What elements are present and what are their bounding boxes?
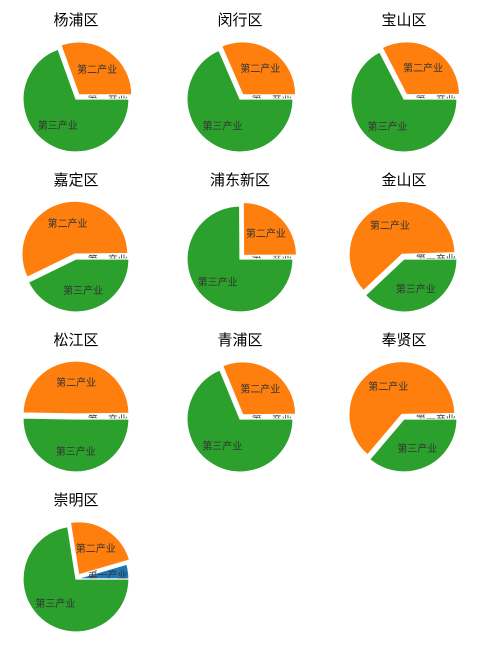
pie-slice-2: [348, 360, 456, 456]
pie-6: 金山区第一产业第二产业第三产业: [348, 171, 458, 313]
slice-label: 第二产业: [246, 227, 286, 240]
slice-label: 第二产业: [56, 376, 96, 389]
pie-slice-3: [186, 369, 294, 473]
slice-label: 第三产业: [397, 442, 437, 455]
pie-slice-3: [22, 417, 130, 473]
slice-label: 第二产业: [240, 382, 280, 395]
slice-label: 第三产业: [63, 284, 103, 297]
pie-9: 奉贤区第一产业第二产业第三产业: [348, 331, 458, 473]
pie-slice-2: [348, 200, 456, 292]
pie-slice-2: [22, 360, 130, 415]
slice-label: 第二产业: [76, 542, 116, 555]
pie-slice-2: [21, 200, 129, 279]
pie-title: 杨浦区: [53, 11, 98, 29]
slice-label: 第二产业: [403, 62, 443, 75]
slice-label: 第三产业: [56, 445, 96, 458]
pie-title: 青浦区: [217, 331, 262, 349]
pie-1: 杨浦区第一产业第二产业第三产业: [22, 11, 133, 153]
pie-title: 松江区: [53, 331, 98, 349]
slice-label: 第三产业: [35, 597, 75, 610]
pie-slice-3: [27, 258, 130, 313]
slice-label: 第二产业: [77, 63, 117, 76]
pie-slice-2: [60, 41, 133, 96]
pie-slice-3: [368, 418, 458, 473]
pie-slice-2: [242, 201, 298, 257]
pie-slice-3: [350, 51, 458, 153]
slice-label: 第二产业: [48, 217, 88, 230]
pie-title: 奉贤区: [381, 331, 426, 349]
pie-slice-3: [22, 525, 130, 633]
pie-title: 崇明区: [53, 491, 98, 509]
pie-3: 宝山区第一产业第二产业第三产业: [350, 11, 461, 153]
pie-7: 松江区第一产业第二产业第三产业: [22, 331, 130, 473]
slice-label: 第三产业: [367, 120, 407, 133]
pie-4: 嘉定区第一产业第二产业第三产业: [21, 171, 130, 313]
slice-label: 第三产业: [198, 276, 238, 289]
slice-label: 第三产业: [38, 119, 78, 132]
pie-slice-2: [220, 41, 297, 96]
slice-label: 第三产业: [396, 283, 436, 296]
slice-label: 第三产业: [203, 120, 243, 133]
pie-2: 闵行区第一产业第二产业第三产业: [186, 11, 297, 153]
slice-label: 第二产业: [370, 219, 410, 232]
slice-label: 第二产业: [368, 380, 408, 393]
slice-label: 第三产业: [202, 439, 242, 452]
pie-8: 青浦区第一产业第二产业第三产业: [186, 331, 297, 473]
pie-5: 浦东新区第一产业第二产业第三产业: [186, 171, 298, 313]
pie-slice-3: [186, 205, 294, 313]
pie-title: 金山区: [381, 171, 426, 189]
pie-slice-3: [186, 49, 294, 153]
pie-slice-2: [381, 41, 461, 96]
pie-title: 浦东新区: [210, 171, 270, 189]
pie-slice-3: [22, 48, 130, 153]
pie-title: 闵行区: [217, 11, 262, 29]
pie-slice-2: [69, 521, 131, 576]
slice-label: 第二产业: [240, 62, 280, 75]
pie-title: 嘉定区: [53, 171, 98, 189]
pie-title: 宝山区: [381, 11, 426, 29]
pie-slice-2: [221, 361, 297, 416]
slice-label: 第一产业: [87, 569, 127, 582]
pie-slice-3: [364, 258, 458, 313]
